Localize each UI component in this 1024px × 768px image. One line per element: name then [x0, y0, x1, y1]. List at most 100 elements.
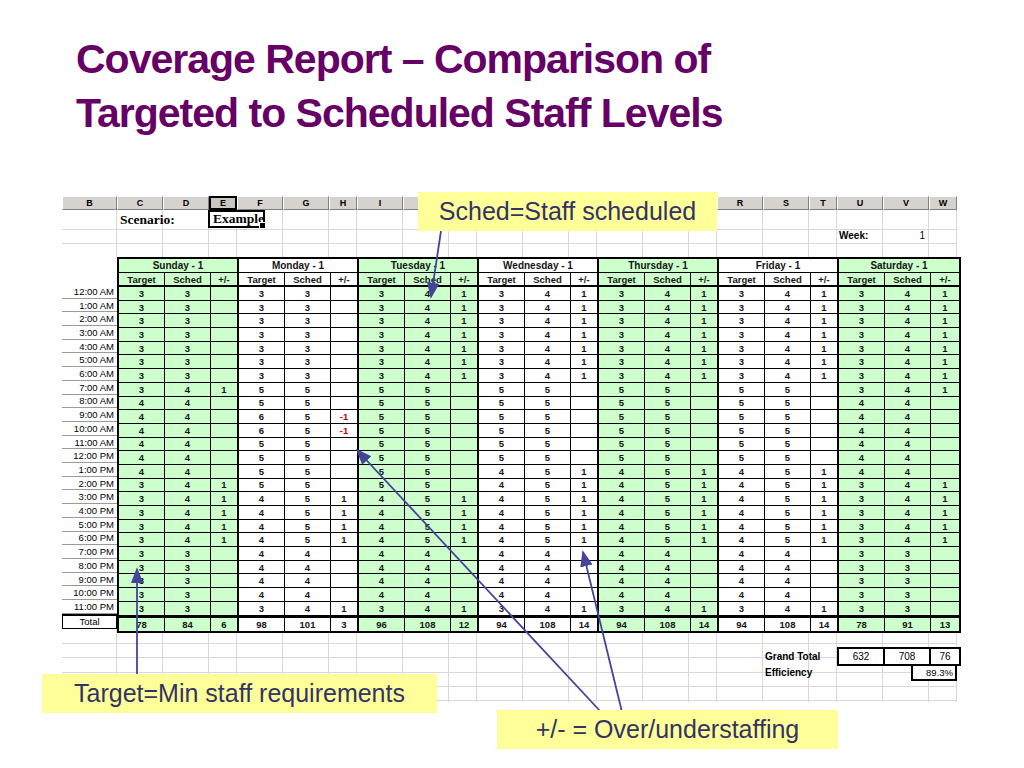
sheet-cell: 1	[811, 287, 839, 301]
sheet-cell: 4	[525, 287, 571, 301]
sheet-cell	[451, 451, 479, 465]
sheet-cell: 5	[239, 451, 285, 465]
sheet-cell: 4	[405, 355, 451, 369]
sheet-cell: 3	[165, 328, 211, 342]
grand-total-value: 76	[931, 649, 959, 664]
sheet-cell: 4	[525, 574, 571, 588]
gridline	[596, 629, 597, 702]
sheet-cell: 3	[239, 287, 285, 301]
sheet-cell: 6	[239, 424, 285, 438]
selected-cell[interactable]: Example	[208, 210, 265, 228]
sheet-cell: 3	[479, 342, 525, 356]
sheet-cell: 4	[645, 355, 691, 369]
fill-handle[interactable]	[259, 222, 266, 229]
sheet-cell: 4	[839, 424, 885, 438]
sheet-cell: 4	[479, 492, 525, 506]
sheet-cell: 3	[359, 287, 405, 301]
sheet-cell: 3	[285, 287, 331, 301]
sheet-cell: 4	[599, 588, 645, 602]
sheet-cell: 91	[885, 616, 931, 631]
sheet-cell: 5	[285, 465, 331, 479]
sheet-cell	[451, 547, 479, 561]
sheet-cell: 3	[165, 547, 211, 561]
sheet-cell: 4	[525, 314, 571, 328]
sheet-cell: 3	[165, 588, 211, 602]
sheet-cell: 1	[451, 328, 479, 342]
time-label: 12:00 PM	[62, 449, 117, 463]
sheet-cell: 5	[645, 520, 691, 534]
sheet-cell	[331, 574, 359, 588]
sheet-cell: 1	[931, 533, 959, 547]
sheet-cell: 3	[599, 355, 645, 369]
sheet-cell: 3	[239, 301, 285, 315]
sheet-cell: 3	[839, 301, 885, 315]
table-row: 3333341341341341341	[119, 314, 959, 328]
sheet-cell: 5	[525, 410, 571, 424]
sheet-cell: 3	[719, 301, 765, 315]
sheet-cell	[331, 301, 359, 315]
sheet-cell	[331, 588, 359, 602]
time-label: 10:00 PM	[62, 586, 117, 600]
sheet-cell: 3	[599, 369, 645, 383]
sheet-cell: 3	[239, 355, 285, 369]
table-row: 3333341341341341341	[119, 328, 959, 342]
sheet-cell: 3	[839, 492, 885, 506]
sheet-cell: 4	[525, 301, 571, 315]
sheet-cell: 5	[239, 479, 285, 493]
gridline	[642, 629, 643, 702]
sheet-cell: 3	[839, 602, 885, 616]
sheet-cell: 4	[765, 301, 811, 315]
gridline	[62, 643, 957, 644]
sheet-cell: 3	[719, 602, 765, 616]
sheet-cell: 3	[331, 616, 359, 631]
sheet-cell: 108	[645, 616, 691, 631]
sheet-cell: 3	[479, 602, 525, 616]
sheet-cell: 3	[165, 287, 211, 301]
column-letter: F	[237, 196, 283, 210]
sheet-cell	[331, 383, 359, 397]
sheet-cell: 4	[165, 451, 211, 465]
sheet-cell: 5	[765, 533, 811, 547]
sheet-cell: 84	[165, 616, 211, 631]
sheet-cell: 5	[285, 533, 331, 547]
sheet-cell: 4	[885, 424, 931, 438]
sheet-cell: 3	[479, 314, 525, 328]
table-row: 3333341341341341341	[119, 301, 959, 315]
sheet-cell: 5	[719, 410, 765, 424]
sheet-cell: 3	[239, 314, 285, 328]
sheet-cell: 108	[405, 616, 451, 631]
column-letter: S	[763, 196, 809, 210]
sub-header: Target	[119, 273, 165, 287]
sheet-cell: 1	[931, 355, 959, 369]
sheet-cell: 5	[405, 410, 451, 424]
sheet-cell: 1	[571, 287, 599, 301]
sheet-cell: 1	[211, 492, 239, 506]
table-row: 3415555555555341	[119, 383, 959, 397]
callout-plusminus: +/- = Over/understaffing	[497, 710, 838, 749]
time-label: 3:00 AM	[62, 326, 117, 340]
sheet-cell: 4	[165, 520, 211, 534]
sheet-cell: 5	[405, 520, 451, 534]
sheet-cell: 5	[525, 492, 571, 506]
sheet-cell: 1	[211, 506, 239, 520]
sheet-cell: 1	[451, 492, 479, 506]
sheet-cell: 4	[119, 397, 165, 411]
sub-header: +/-	[571, 273, 599, 287]
sheet-cell: 3	[719, 287, 765, 301]
sheet-cell: 4	[165, 479, 211, 493]
gridline	[522, 629, 523, 702]
sheet-cell: 1	[811, 520, 839, 534]
sub-header: Target	[719, 273, 765, 287]
sheet-cell: 4	[285, 574, 331, 588]
sheet-cell: 1	[571, 465, 599, 479]
sheet-cell: 4	[359, 533, 405, 547]
day-header-row: Sunday - 1Monday - 1Tuesday - 1Wednesday…	[119, 259, 959, 273]
sheet-cell	[811, 410, 839, 424]
sheet-cell: 3	[239, 328, 285, 342]
sheet-cell: 1	[931, 314, 959, 328]
table-row: 341451451451451451341	[119, 520, 959, 534]
sheet-cell	[931, 602, 959, 616]
sheet-cell: 4	[285, 547, 331, 561]
sheet-cell: 5	[525, 397, 571, 411]
sheet-cell: 4	[359, 520, 405, 534]
